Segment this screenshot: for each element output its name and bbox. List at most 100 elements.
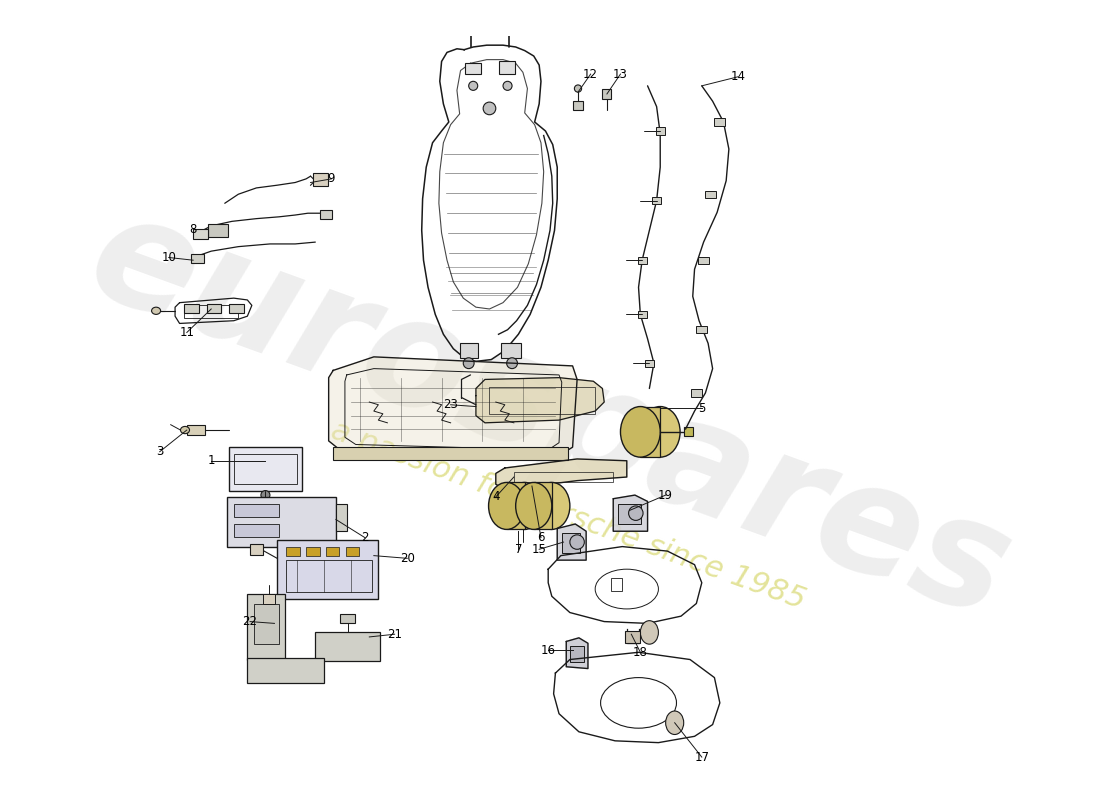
Bar	[326, 546, 340, 556]
Polygon shape	[566, 638, 587, 669]
Bar	[507, 482, 525, 530]
Text: a passion for Porsche since 1985: a passion for Porsche since 1985	[327, 415, 810, 614]
Bar	[570, 646, 584, 662]
Text: 10: 10	[162, 251, 176, 264]
Text: 22: 22	[243, 615, 257, 628]
Bar	[286, 560, 372, 592]
Text: 23: 23	[443, 398, 458, 411]
Polygon shape	[329, 357, 578, 458]
Text: 1: 1	[208, 454, 214, 467]
Bar	[234, 454, 297, 484]
Polygon shape	[496, 459, 627, 490]
Bar	[691, 390, 702, 397]
Ellipse shape	[180, 426, 189, 434]
Text: 20: 20	[399, 552, 415, 565]
Ellipse shape	[507, 482, 542, 530]
Bar	[573, 101, 583, 110]
Bar	[314, 174, 328, 186]
Text: 19: 19	[658, 489, 673, 502]
Bar	[460, 343, 477, 358]
Ellipse shape	[483, 102, 496, 114]
Bar	[336, 504, 346, 531]
Ellipse shape	[516, 482, 552, 530]
Bar	[603, 89, 612, 99]
Ellipse shape	[640, 621, 659, 644]
Ellipse shape	[620, 406, 660, 457]
Bar	[534, 482, 552, 530]
Bar	[640, 406, 660, 457]
Text: 11: 11	[179, 326, 195, 339]
Bar	[228, 497, 336, 546]
Bar	[652, 197, 661, 204]
Text: 18: 18	[632, 646, 648, 658]
Ellipse shape	[574, 85, 582, 92]
Bar	[345, 546, 360, 556]
Ellipse shape	[570, 535, 584, 550]
Text: 3: 3	[156, 446, 164, 458]
Bar	[229, 303, 244, 313]
Bar	[184, 303, 199, 313]
Bar	[684, 427, 693, 436]
Ellipse shape	[507, 358, 517, 369]
Bar	[696, 326, 707, 334]
Polygon shape	[558, 524, 586, 560]
Bar	[184, 306, 239, 318]
Ellipse shape	[640, 406, 680, 457]
Bar	[465, 63, 482, 74]
Text: 9: 9	[328, 172, 336, 186]
Text: 5: 5	[698, 402, 705, 415]
Bar	[229, 447, 301, 490]
Bar	[340, 614, 355, 623]
Bar	[502, 343, 521, 358]
Bar	[263, 594, 275, 603]
Bar	[194, 230, 208, 238]
Bar	[254, 603, 279, 644]
Bar	[562, 533, 580, 553]
Bar	[191, 254, 204, 263]
Bar	[618, 504, 641, 524]
Text: 4: 4	[492, 490, 499, 503]
Bar	[250, 544, 263, 554]
Text: 12: 12	[583, 67, 598, 81]
Bar	[207, 303, 221, 313]
Text: 8: 8	[189, 223, 197, 236]
Bar	[714, 118, 725, 126]
Bar	[315, 633, 381, 662]
Ellipse shape	[463, 358, 474, 369]
Text: 13: 13	[613, 67, 628, 81]
Text: 15: 15	[531, 542, 547, 556]
Bar	[286, 546, 299, 556]
Ellipse shape	[666, 711, 684, 734]
Polygon shape	[613, 495, 648, 531]
Bar	[277, 540, 378, 599]
Text: 2: 2	[361, 531, 368, 544]
Ellipse shape	[534, 482, 570, 530]
Bar	[698, 257, 710, 264]
Bar	[488, 386, 595, 414]
Bar	[187, 425, 205, 435]
Bar	[209, 224, 229, 237]
Text: 17: 17	[694, 750, 710, 763]
Text: 7: 7	[515, 542, 522, 556]
Bar	[645, 359, 653, 367]
Bar	[705, 190, 716, 198]
Bar	[320, 210, 332, 218]
Bar	[498, 62, 515, 74]
Polygon shape	[476, 378, 604, 423]
Text: 6: 6	[537, 531, 544, 544]
Ellipse shape	[261, 490, 270, 500]
Bar	[234, 524, 279, 537]
Bar	[306, 546, 320, 556]
Bar	[248, 658, 324, 683]
Ellipse shape	[488, 482, 525, 530]
Text: 16: 16	[541, 644, 556, 657]
Ellipse shape	[152, 307, 161, 314]
Bar	[656, 127, 664, 134]
Bar	[333, 447, 568, 460]
Bar	[234, 504, 279, 517]
Bar	[638, 257, 647, 264]
Bar	[514, 472, 613, 482]
Ellipse shape	[628, 506, 643, 520]
Bar	[638, 310, 647, 318]
Bar	[625, 630, 640, 643]
